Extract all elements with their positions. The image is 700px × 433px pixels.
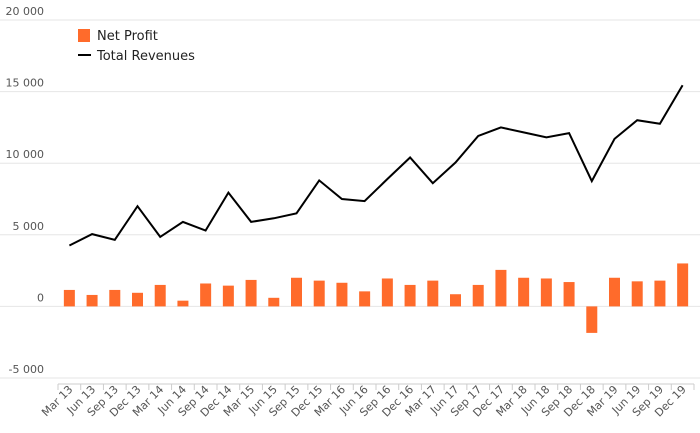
y-tick-label: 15 000: [6, 77, 45, 90]
y-axis-ticks: -5 000 0 5 000 10 000 15 000 20 000: [6, 5, 45, 376]
net-profit-bar: [109, 289, 121, 307]
net-profit-bar: [404, 284, 416, 307]
legend-label-total-revenues: Total Revenues: [96, 49, 195, 64]
y-tick-label: 0: [37, 291, 44, 304]
net-profit-bar: [177, 300, 189, 307]
net-profit-bar: [222, 285, 234, 307]
y-tick-label: -5 000: [9, 363, 44, 376]
net-profit-bars: [63, 263, 689, 333]
net-profit-bar: [518, 277, 530, 307]
net-profit-bar: [472, 284, 484, 307]
legend: Net Profit Total Revenues: [78, 29, 195, 64]
net-profit-bar: [268, 297, 280, 307]
net-profit-swatch: [78, 29, 90, 42]
y-tick-label: 20 000: [6, 5, 45, 18]
net-profit-bar: [563, 282, 575, 307]
net-profit-bar: [677, 263, 689, 307]
net-profit-bar: [540, 278, 552, 307]
net-profit-bar: [450, 294, 461, 307]
net-profit-bar: [495, 269, 507, 307]
net-profit-bar: [291, 277, 302, 307]
net-profit-bar: [154, 284, 166, 307]
net-profit-bar: [381, 278, 393, 307]
y-tick-label: 10 000: [6, 148, 45, 161]
total-revenues-line: [68, 84, 684, 247]
net-profit-bar: [359, 291, 371, 307]
y-tick-label: 5 000: [13, 220, 45, 233]
net-profit-bar: [86, 294, 98, 307]
net-profit-bar: [654, 280, 666, 307]
legend-item-total-revenues: Total Revenues: [78, 49, 195, 64]
net-profit-bar: [313, 280, 325, 307]
legend-label-net-profit: Net Profit: [97, 29, 158, 44]
net-profit-bar: [427, 280, 439, 307]
net-profit-bar: [336, 282, 348, 307]
legend-item-net-profit: Net Profit: [78, 29, 158, 44]
total-revenues-line-group: [68, 84, 684, 247]
net-profit-bar: [245, 279, 257, 307]
net-profit-bar: [631, 281, 643, 307]
net-profit-bar: [200, 283, 212, 307]
net-profit-bar: [132, 292, 143, 307]
net-profit-bar: [586, 306, 598, 333]
net-profit-bar: [609, 277, 620, 307]
net-profit-bar: [63, 289, 75, 307]
